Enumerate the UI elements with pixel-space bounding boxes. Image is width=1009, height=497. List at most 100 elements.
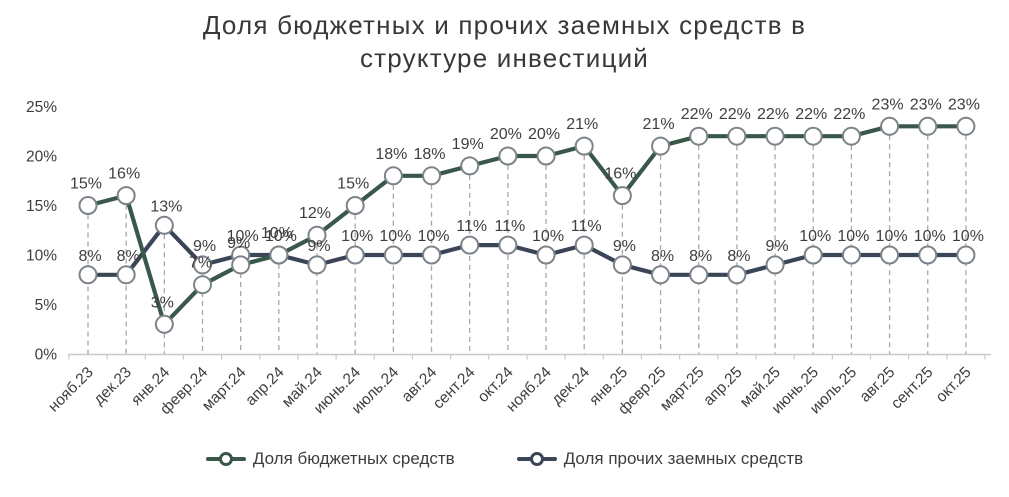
data-point-marker: [422, 166, 442, 186]
data-label: 8%: [651, 248, 674, 265]
data-label: 10%: [532, 228, 564, 245]
x-axis-ticks: [68, 354, 986, 360]
data-label: 15%: [337, 176, 369, 193]
data-point-marker: [193, 255, 213, 275]
x-axis-label: апр.25: [700, 364, 745, 409]
drop-lines: [87, 126, 967, 354]
data-label: 9%: [765, 238, 788, 255]
data-label: 10%: [418, 228, 450, 245]
data-point-marker: [269, 245, 289, 265]
legend-line-circle-marker-icon: [516, 452, 557, 467]
data-point-marker: [651, 136, 671, 156]
data-point-marker: [231, 255, 251, 275]
x-axis-label: дек.24: [548, 364, 593, 409]
series-budget-labels: 15%16%3%7%9%10%12%15%18% 18%19%20% 20%21%1…: [70, 96, 980, 311]
data-label: 21%: [566, 116, 598, 133]
legend-label-borrowed: Доля прочих заемных средств: [563, 449, 804, 468]
data-label: 23%: [948, 96, 980, 113]
x-axis-label: окт.25: [933, 364, 975, 406]
data-point-marker: [154, 314, 174, 334]
data-label: 18%: [375, 146, 407, 163]
data-label: 10%: [265, 228, 297, 245]
data-label: 10%: [799, 228, 831, 245]
data-point-marker: [345, 196, 365, 215]
data-point-marker: [383, 166, 403, 186]
data-point-marker: [727, 126, 747, 146]
data-label: 23%: [910, 96, 942, 113]
data-label: 21%: [643, 116, 675, 133]
data-point-marker: [116, 265, 136, 285]
data-label: 20%: [528, 126, 560, 143]
data-point-marker: [574, 136, 594, 156]
y-axis-label: 0%: [35, 347, 58, 364]
chart-legend: Доля бюджетных средств Доля прочих заемн…: [0, 449, 1009, 469]
y-axis-label: 25%: [26, 99, 57, 116]
data-point-marker: [803, 126, 823, 146]
data-label: 11%: [456, 218, 487, 235]
data-point-marker: [803, 245, 823, 265]
data-point-marker: [841, 245, 861, 265]
data-label: 9%: [307, 238, 330, 255]
y-axis-label: 5%: [35, 297, 58, 314]
data-label: 9%: [193, 238, 216, 255]
data-label: 11%: [571, 218, 602, 235]
data-point-marker: [689, 265, 709, 285]
line-chart-plot: 8% 8%13%9%10% 10%9%10% 10% 10%11% 11%10%11%9%…: [26, 96, 991, 418]
data-label: 10%: [227, 228, 259, 245]
data-point-marker: [345, 245, 365, 265]
data-label: 16%: [604, 166, 636, 183]
data-point-marker: [574, 235, 594, 255]
series-borrowed-labels: 8% 8%13%9%10% 10%9%10% 10% 10%11% 11%10%11%9%…: [78, 198, 983, 264]
data-label: 8%: [689, 248, 712, 265]
data-point-marker: [880, 116, 900, 136]
y-axis-label: 20%: [26, 149, 57, 166]
x-axis-label: сент.24: [430, 364, 479, 413]
chart-title-line1: Доля бюджетных и прочих заемных средств …: [202, 10, 807, 40]
data-point-marker: [498, 146, 518, 166]
legend-circle-icon: [218, 452, 233, 466]
data-label: 10%: [914, 228, 946, 245]
legend-item-borrowed: Доля прочих заемных средств: [516, 449, 804, 469]
data-label: 23%: [872, 96, 904, 113]
chart-title-line2: структуре инвестиций: [359, 43, 650, 73]
data-label: 20%: [490, 126, 522, 143]
x-axis-label: сент.25: [888, 364, 937, 413]
data-point-marker: [78, 265, 98, 285]
series-borrowed-markers: [78, 215, 976, 285]
data-point-marker: [765, 255, 785, 275]
data-label: 22%: [681, 106, 713, 123]
data-label: 10%: [341, 228, 373, 245]
data-point-marker: [460, 235, 480, 255]
data-point-marker: [918, 245, 938, 265]
data-label: 10%: [261, 225, 293, 242]
data-label: 9%: [613, 238, 636, 255]
data-point-marker: [765, 126, 785, 146]
data-point-marker: [956, 116, 976, 136]
data-point-marker: [918, 116, 938, 136]
y-axis-labels: 0% 5% 10% 15% 20% 25%: [26, 99, 57, 364]
data-point-marker: [612, 186, 632, 206]
data-label: 18%: [414, 146, 446, 163]
data-point-marker: [651, 265, 671, 285]
data-point-marker: [307, 225, 327, 245]
data-point-marker: [154, 215, 174, 235]
data-point-marker: [116, 186, 136, 206]
data-point-marker: [727, 265, 747, 285]
legend-circle-icon: [529, 452, 544, 466]
data-label: 11%: [494, 218, 525, 235]
data-label: 22%: [719, 106, 751, 123]
data-point-marker: [841, 126, 861, 146]
legend-item-budget: Доля бюджетных средств: [205, 449, 455, 469]
data-point-marker: [307, 255, 327, 275]
data-point-marker: [383, 245, 403, 265]
data-label: 22%: [757, 106, 789, 123]
data-label: 22%: [833, 106, 865, 123]
x-axis-label: дек.23: [90, 364, 135, 409]
series-borrowed-line: [85, 223, 969, 277]
data-label: 10%: [837, 228, 869, 245]
data-point-marker: [536, 146, 556, 166]
data-point-marker: [78, 196, 98, 215]
data-label: 10%: [952, 228, 984, 245]
data-label: 16%: [108, 166, 140, 183]
